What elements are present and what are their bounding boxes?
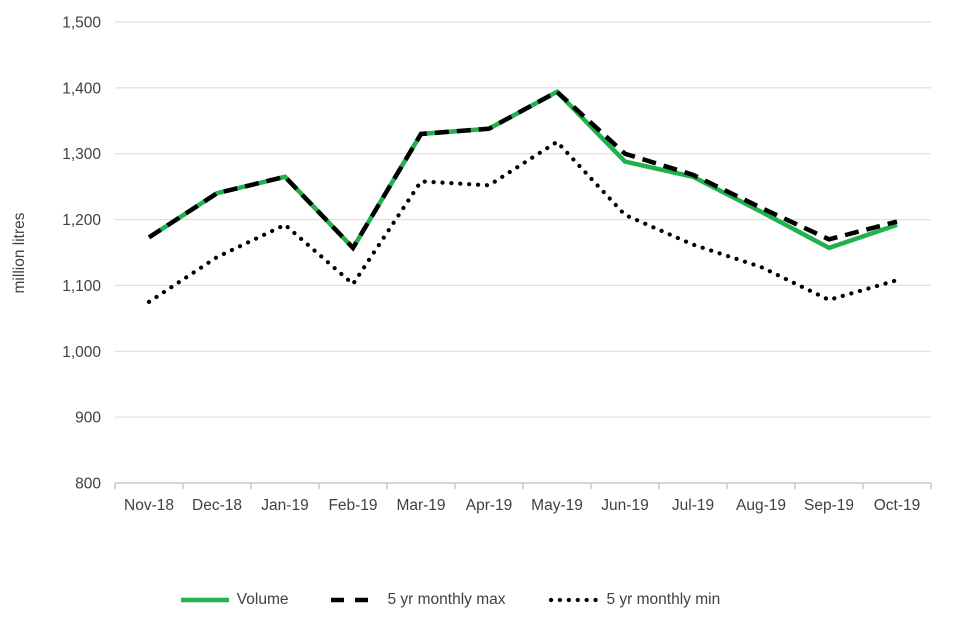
x-tick-label: Jan-19 bbox=[261, 497, 308, 514]
legend-item-max: 5 yr monthly max bbox=[330, 591, 506, 609]
x-tick-label: Jun-19 bbox=[601, 497, 648, 514]
legend-label-min: 5 yr monthly min bbox=[606, 591, 721, 608]
x-tick-label: Feb-19 bbox=[328, 497, 377, 514]
y-tick-label: 1,100 bbox=[62, 278, 101, 295]
x-tick-label: Nov-18 bbox=[124, 497, 174, 514]
max-series-line bbox=[147, 89, 898, 252]
x-tick-label: Aug-19 bbox=[736, 497, 786, 514]
y-tick-label: 1,300 bbox=[62, 146, 101, 163]
legend-label-volume: Volume bbox=[236, 591, 289, 608]
y-axis-title: million litres bbox=[11, 212, 28, 293]
x-tick-label: Jul-19 bbox=[672, 497, 714, 514]
max-line-sample-icon bbox=[331, 597, 380, 603]
x-tick-label: Apr-19 bbox=[466, 497, 513, 514]
y-tick-label: 1,200 bbox=[62, 212, 101, 229]
volume-series-line bbox=[147, 89, 898, 252]
y-tick-label: 1,400 bbox=[62, 80, 101, 97]
min-series-line bbox=[146, 139, 900, 304]
x-tick-label: Dec-18 bbox=[192, 497, 242, 514]
min-line-sample-icon bbox=[548, 597, 599, 603]
y-tick-label: 1,000 bbox=[62, 344, 101, 361]
legend-label-max: 5 yr monthly max bbox=[387, 591, 506, 608]
y-tick-label: 1,500 bbox=[62, 15, 101, 32]
chart-legend: Volume 5 yr monthly max 5 yr monthly min bbox=[0, 591, 900, 609]
x-tick-label: Mar-19 bbox=[396, 497, 445, 514]
y-tick-label: 900 bbox=[75, 410, 101, 427]
legend-item-volume: Volume bbox=[180, 591, 289, 609]
x-tick-label: May-19 bbox=[531, 497, 583, 514]
y-tick-label: 800 bbox=[75, 476, 101, 493]
x-tick-label: Sep-19 bbox=[804, 497, 854, 514]
legend-item-min: 5 yr monthly min bbox=[548, 591, 721, 609]
x-tick-label: Oct-19 bbox=[874, 497, 921, 514]
volume-line-sample-icon bbox=[180, 597, 229, 603]
